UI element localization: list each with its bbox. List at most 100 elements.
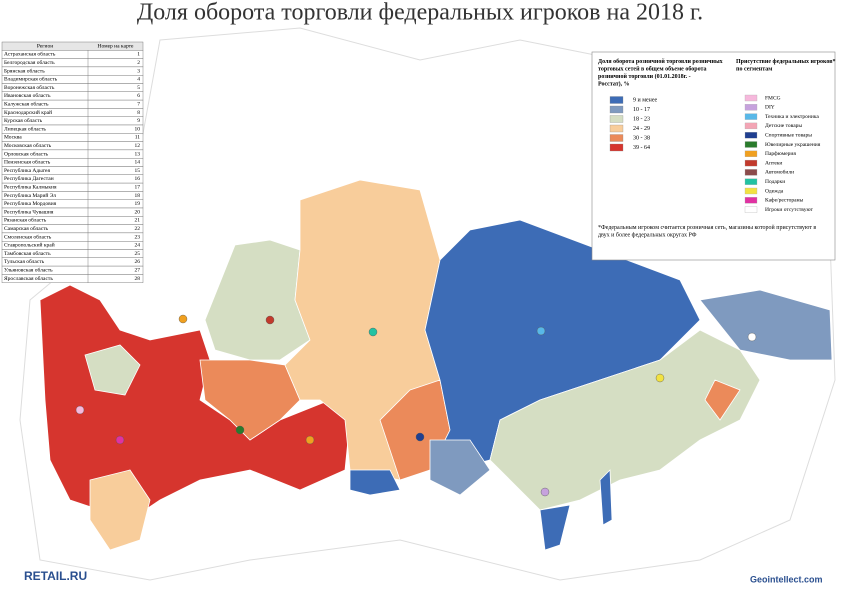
table-cell: 11 [135, 135, 141, 141]
region-far-east [489, 329, 761, 511]
logo-retail: RETAIL.RU [24, 569, 87, 583]
table-cell: Тамбовская область [4, 250, 51, 257]
legend-label: 18 - 23 [633, 116, 650, 122]
table-cell: 8 [137, 110, 140, 116]
legend-title-line: Присутствие федеральных игроков* [736, 58, 836, 65]
table-cell: 19 [135, 201, 141, 207]
table-cell: Москва [4, 135, 22, 141]
table-cell: 24 [135, 243, 141, 249]
table-cell: Самарская область [4, 225, 49, 232]
legend-title: *Федеральным игроком считается розничная… [598, 224, 816, 239]
table-cell: Брянская область [4, 67, 45, 74]
legend-label: Ювелирные украшения [765, 142, 821, 148]
pie-markers [75, 314, 757, 497]
legend-swatch [744, 132, 758, 139]
table-cell: 18 [135, 193, 141, 199]
legend-label: Игроки отсутствуют [765, 207, 813, 213]
legend-swatch [744, 94, 758, 102]
legend-swatch [609, 105, 624, 114]
table-cell: Астраханская область [4, 51, 56, 58]
table-cell: Рязанская область [4, 217, 47, 224]
table-cell: 12 [135, 143, 141, 149]
map [19, 27, 836, 581]
legend-title-line: по сегментам [736, 67, 772, 73]
region-south [89, 469, 151, 551]
table-header: Регион [37, 43, 53, 49]
table-cell: 1 [137, 52, 140, 58]
table-cell: 13 [135, 151, 141, 157]
table-cell: Республика Марий Эл [4, 192, 56, 199]
legend-label: Спортивные товары [765, 132, 812, 138]
legend-swatch [744, 113, 758, 120]
legend-label: FMCG [765, 95, 781, 101]
table-header: Номер на карте [98, 43, 135, 49]
table-cell: 14 [135, 160, 141, 166]
table-cell: Республика Чувашия [4, 208, 54, 215]
legend-label: 9 и менее [633, 97, 658, 103]
table-cell: 22 [135, 226, 141, 232]
legend-label: 39 - 64 [633, 145, 650, 151]
legend-swatch [744, 169, 758, 176]
table-cell: 6 [137, 93, 140, 99]
legend-title-line: *Федеральным игроком считается розничная… [598, 224, 816, 231]
table-cell: 16 [135, 176, 141, 182]
table-cell: Краснодарский край [4, 109, 52, 116]
table-cell: Пензенская область [4, 159, 51, 166]
region-karelia [84, 344, 141, 396]
legend-swatch [609, 143, 624, 152]
table-cell: Воронежская область [4, 84, 55, 91]
table-cell: Владимирская область [4, 76, 58, 83]
region-zabaikal [429, 439, 491, 496]
table-cell: Республика Калмыкия [4, 184, 57, 191]
table-cell: Калужская область [4, 101, 49, 108]
legend-label: DIY [765, 105, 775, 111]
legend-label: Одежда [765, 188, 784, 194]
table-cell: Ставропольский край [4, 242, 55, 249]
table-cell: 4 [137, 77, 140, 83]
table-cell: 5 [137, 85, 140, 91]
table-cell: 23 [135, 234, 141, 240]
table-cell: 20 [135, 209, 141, 215]
legend-title-line: двух и более федеральных округах РФ [598, 232, 697, 239]
legend-swatch [744, 159, 758, 167]
legend-title-line: Доля оборота розничной торговли розничны… [598, 58, 723, 65]
table-cell: Тульская область [4, 258, 45, 265]
region-tuva [349, 469, 401, 496]
legend-swatch [609, 115, 624, 123]
legends: Доля оборота розничной торговли розничны… [598, 58, 836, 239]
table-cell: Московская область [4, 142, 52, 149]
table-cell: 3 [137, 68, 140, 74]
legend-swatch [744, 141, 758, 148]
logo-geointellect: Geointellect.com [750, 574, 823, 584]
table-cell: 9 [137, 118, 140, 124]
table-cell: 10 [135, 126, 141, 132]
region-kamchatka [704, 379, 741, 421]
table-cell: Курская область [4, 117, 43, 124]
table-row [1, 274, 144, 283]
outline [19, 27, 836, 581]
legend-label: Парфюмерия [765, 150, 796, 157]
legend-swatch [744, 187, 758, 195]
legend-swatch [609, 134, 624, 142]
legend-swatch [744, 122, 758, 130]
table-cell: Республика Дагестан [4, 175, 54, 182]
legend-swatch [744, 150, 758, 157]
legend-label: 30 - 38 [633, 135, 650, 141]
region-table: Регион Номер на карте Астраханская область… [1, 41, 144, 283]
table-cell: Республика Адыгея [4, 167, 50, 174]
region-tyumen [199, 359, 301, 441]
legend-label: Аптеки [765, 160, 782, 166]
legend-label: Автомобили [765, 169, 794, 176]
table-cell: 15 [135, 168, 141, 174]
table-cell: Ивановская область [4, 92, 51, 99]
table-cell: 25 [135, 251, 141, 257]
table-cell: 2 [137, 60, 140, 66]
legend-label: Детские товары [765, 123, 802, 129]
table-row [1, 133, 144, 142]
legend-label: Кафе/рестораны [765, 197, 804, 204]
table-cell: 7 [137, 102, 140, 108]
legend-label: Техника и электроника [765, 114, 819, 120]
table-cell: 26 [135, 259, 141, 265]
legend-label: 24 - 29 [633, 126, 650, 132]
